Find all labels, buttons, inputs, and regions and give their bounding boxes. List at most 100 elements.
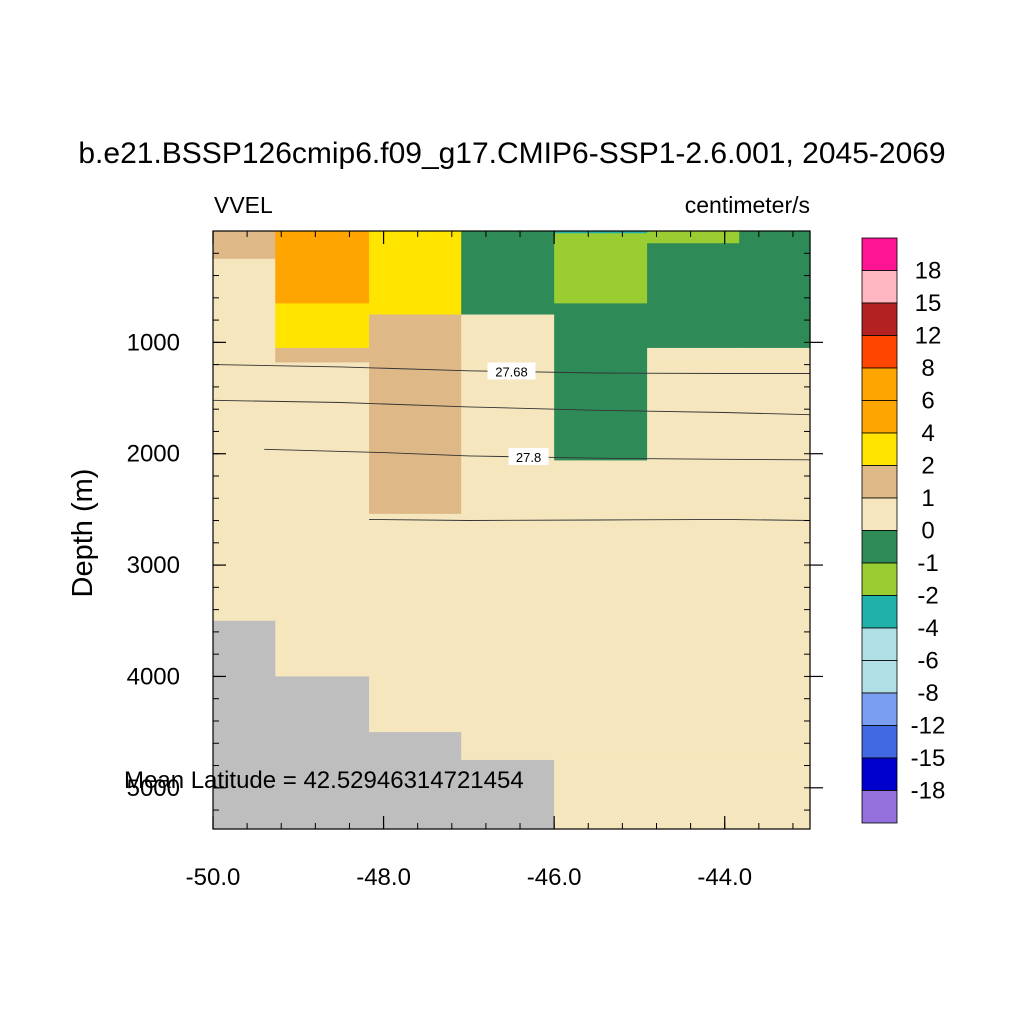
heatmap-cell	[461, 620, 555, 678]
colorbar-swatch	[861, 237, 898, 271]
colorbar-label: 6	[921, 388, 934, 415]
y-tick-label: 3000	[127, 552, 180, 579]
heatmap-cell	[275, 303, 370, 316]
x-tick-label: -48.0	[356, 864, 411, 891]
heatmap-cell	[213, 620, 276, 678]
colorbar-swatch	[861, 595, 898, 629]
heatmap-cell	[647, 759, 740, 830]
density-contours: 27.68 27.8	[212, 362, 811, 521]
colorbar-label: -15	[911, 745, 946, 772]
colorbar-swatch	[861, 790, 898, 824]
heatmap-cell	[461, 759, 555, 830]
heatmap-cell	[554, 233, 648, 244]
heatmap-cell	[739, 513, 811, 622]
heatmap-cell	[275, 314, 370, 349]
heatmap-cell	[369, 620, 462, 678]
colorbar-swatch	[861, 757, 898, 791]
y-tick-label: 4000	[127, 663, 180, 690]
colorbar-label: 1	[921, 485, 934, 512]
heatmap-cell	[554, 231, 648, 234]
heatmap-cell	[647, 460, 740, 515]
colorbar-swatch	[861, 465, 898, 499]
colorbar-swatch	[861, 725, 898, 759]
colorbar-swatch	[861, 302, 898, 336]
colorbar-label: 4	[921, 420, 934, 447]
heatmap-cell	[647, 676, 740, 733]
heatmap-cell	[554, 620, 648, 678]
heatmap-cell	[369, 759, 462, 830]
contour-line	[369, 518, 811, 521]
heatmap-cell	[213, 460, 276, 515]
heatmap-cell	[369, 513, 462, 622]
heatmap-cell	[647, 314, 740, 349]
colorbar-label: -12	[911, 713, 946, 740]
heatmap-cell	[369, 231, 462, 234]
heatmap-cell	[213, 314, 276, 349]
heatmap-cell	[739, 362, 811, 462]
colorbar-label: -8	[917, 680, 938, 707]
colorbar-swatch	[861, 660, 898, 694]
colorbar-swatch	[861, 627, 898, 661]
chart-title: b.e21.BSSP126cmip6.f09_g17.CMIP6-SSP1-2.…	[78, 137, 945, 170]
plot-frame	[212, 230, 811, 830]
heatmap-cell	[461, 732, 555, 761]
colorbar-label: 15	[915, 290, 942, 317]
colorbar-swatch	[861, 497, 898, 531]
heatmap-cell	[275, 362, 370, 462]
heatmap-cell	[461, 314, 555, 349]
heatmap-cell	[461, 513, 555, 622]
heatmap-cell	[369, 258, 462, 304]
contour-label: 27.8	[516, 450, 541, 465]
heatmap-cell	[554, 732, 648, 761]
heatmap-cell	[461, 233, 555, 244]
colorbar-swatch	[861, 692, 898, 726]
heatmap-cell	[275, 513, 370, 622]
heatmap-cell	[554, 759, 648, 830]
heatmap-cell	[275, 732, 370, 761]
heatmap-cell	[554, 258, 648, 304]
heatmap-cell	[554, 347, 648, 364]
heatmap-cell	[647, 513, 740, 622]
heatmap-cell	[461, 231, 555, 234]
heatmap-cell	[369, 362, 462, 462]
y-axis-label: Depth (m)	[67, 469, 99, 598]
colorbar-label: 0	[921, 518, 934, 545]
contour-label-bg	[508, 447, 549, 465]
heatmap-cell	[461, 347, 555, 364]
heatmap-cell	[275, 620, 370, 678]
colorbar-label: -18	[911, 778, 946, 805]
heatmap-cell	[275, 347, 370, 364]
heatmap-cell	[369, 314, 462, 349]
colorbar-label: -4	[917, 615, 938, 642]
plot-axes: -50.0 -48.0 -46.0 -44.0 1000 2000 3000 4000 5000	[127, 230, 823, 891]
colorbar-swatch	[861, 530, 898, 564]
heatmap-cell	[461, 460, 555, 515]
y-tick-label: 1000	[127, 329, 180, 356]
colorbar-label: 8	[921, 355, 934, 382]
heatmap-cell	[739, 258, 811, 304]
colorbar-label: -2	[917, 583, 938, 610]
units-label: centimeter/s	[685, 192, 810, 218]
heatmap-cell	[554, 676, 648, 733]
heatmap-cell	[213, 347, 276, 364]
heatmap-cell	[739, 759, 811, 830]
heatmap-cell	[647, 243, 740, 260]
contour-line	[212, 399, 811, 416]
colorbar-label: 18	[915, 258, 942, 285]
heatmap-cell	[647, 303, 740, 316]
x-tick-label: -44.0	[697, 864, 752, 891]
heatmap-cell	[369, 303, 462, 316]
heatmap-cell	[213, 243, 276, 260]
colorbar-swatch	[861, 335, 898, 369]
heatmap-cell	[369, 347, 462, 364]
heatmap-cell	[739, 314, 811, 349]
heatmap-cell	[275, 759, 370, 830]
heatmap-cell	[739, 620, 811, 678]
colorbar-swatch	[861, 432, 898, 466]
heatmap-cell	[213, 233, 276, 244]
heatmap-cell	[461, 258, 555, 304]
variable-label: VVEL	[214, 192, 273, 218]
x-tick-label: -50.0	[186, 864, 241, 891]
heatmap-cell	[554, 513, 648, 622]
